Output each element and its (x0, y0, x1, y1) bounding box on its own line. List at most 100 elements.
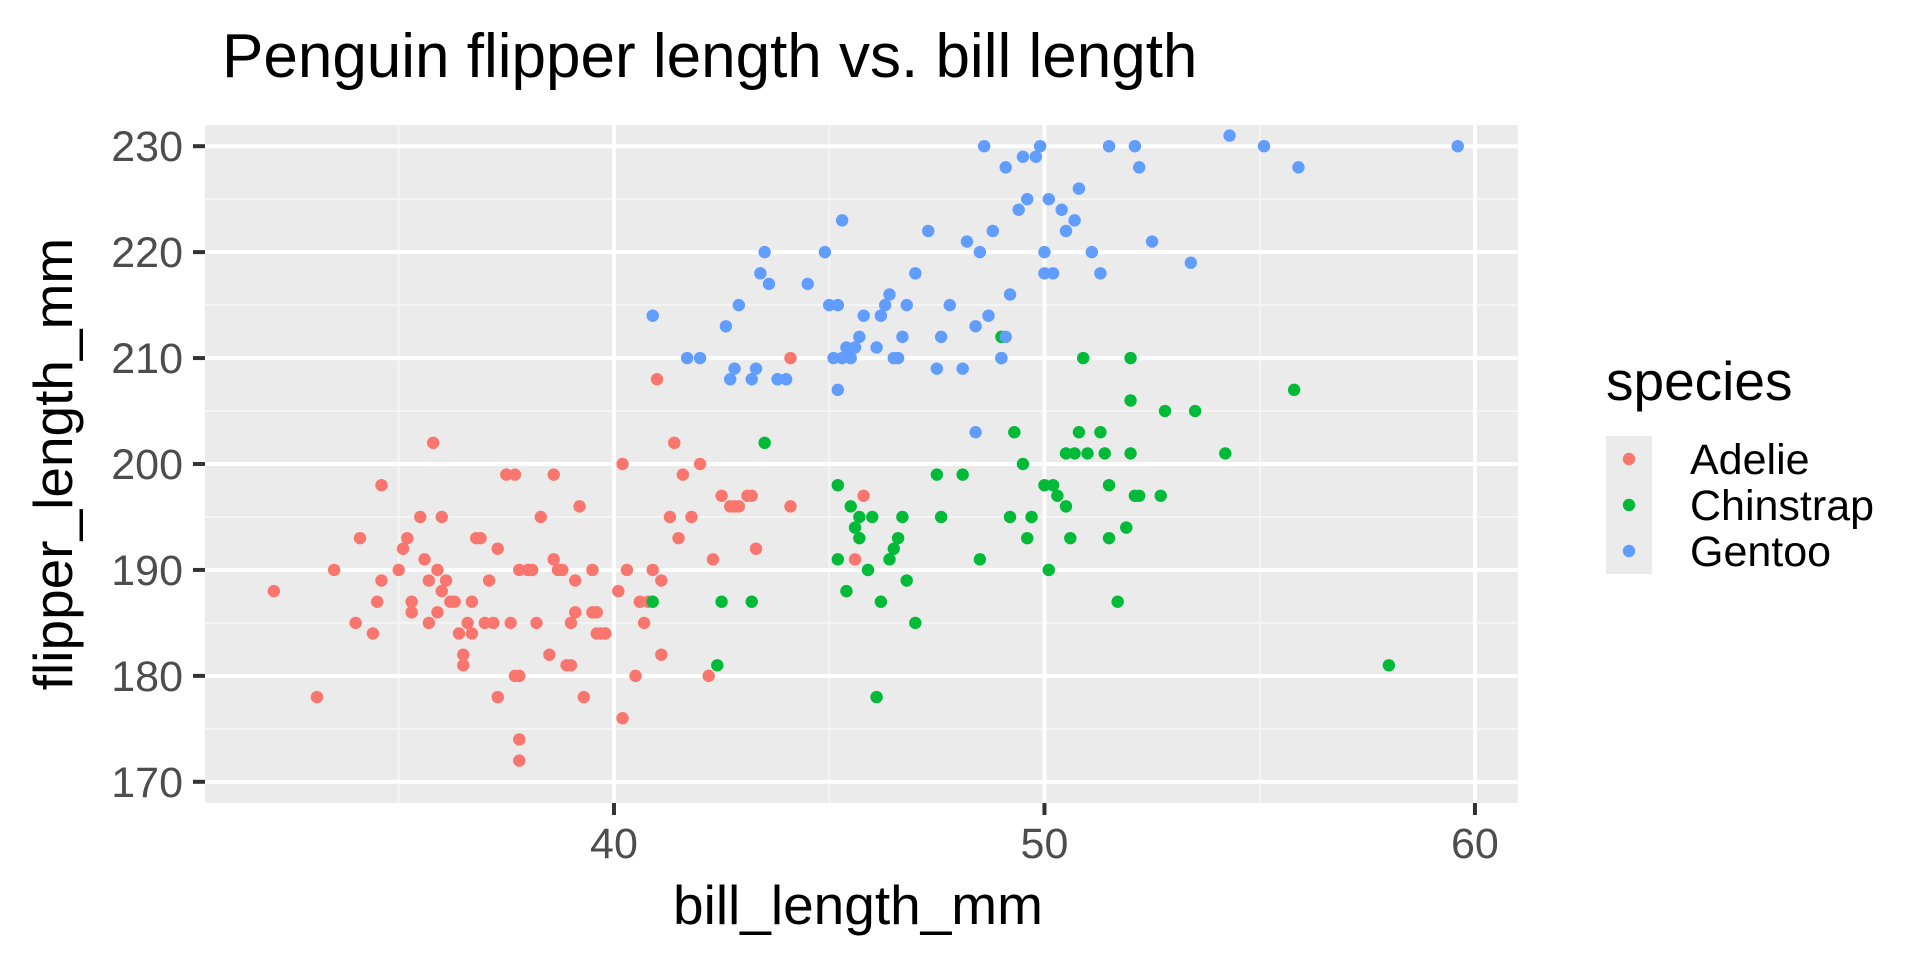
point-gentoo (823, 298, 836, 312)
x-axis: 40 50 60 (590, 803, 1499, 868)
point-adelie (426, 436, 440, 450)
legend-label-chinstrap: Chinstrap (1690, 482, 1874, 530)
point-gentoo (922, 224, 935, 238)
point-gentoo (977, 139, 991, 153)
point-gentoo (969, 426, 982, 439)
point-adelie (366, 627, 380, 640)
point-chinstrap (909, 616, 922, 630)
point-adelie (573, 500, 586, 513)
point-adelie (715, 489, 728, 502)
point-chinstrap (934, 510, 948, 524)
point-adelie (749, 542, 763, 555)
x-tick-label: 40 (590, 820, 638, 868)
point-chinstrap (896, 510, 909, 524)
point-gentoo (835, 351, 849, 365)
legend-title: species (1606, 350, 1792, 412)
point-gentoo (973, 245, 987, 259)
point-adelie (655, 648, 668, 661)
point-gentoo (1128, 139, 1142, 153)
point-adelie (745, 489, 758, 502)
point-chinstrap (1025, 510, 1038, 524)
point-gentoo (754, 267, 767, 280)
point-gentoo (680, 351, 694, 365)
point-chinstrap (1008, 426, 1021, 439)
point-adelie (327, 563, 341, 577)
point-gentoo (831, 383, 845, 397)
point-gentoo (1029, 150, 1043, 163)
point-gentoo (853, 330, 866, 344)
point-chinstrap (831, 553, 845, 566)
point-gentoo (1012, 203, 1025, 216)
point-adelie (375, 478, 388, 492)
point-adelie (267, 584, 281, 598)
point-gentoo (724, 373, 737, 386)
point-gentoo (1132, 161, 1146, 174)
legend-label-gentoo: Gentoo (1690, 528, 1831, 576)
point-adelie (349, 616, 362, 630)
point-adelie (431, 606, 444, 619)
point-chinstrap (1111, 595, 1124, 608)
point-chinstrap (1287, 383, 1301, 397)
point-gentoo (1094, 267, 1107, 280)
point-gentoo (1042, 192, 1055, 206)
point-adelie (685, 510, 698, 524)
point-adelie (504, 616, 517, 630)
point-adelie (375, 574, 388, 587)
point-gentoo (1038, 267, 1051, 280)
point-chinstrap (848, 521, 862, 534)
point-gentoo (909, 267, 922, 280)
point-gentoo (844, 351, 857, 365)
point-chinstrap (1102, 478, 1116, 492)
point-adelie (650, 373, 664, 386)
point-gentoo (771, 373, 784, 386)
point-gentoo (1451, 139, 1464, 153)
point-chinstrap (1158, 404, 1172, 418)
point-chinstrap (866, 510, 879, 524)
point-gentoo (874, 309, 888, 322)
point-adelie (448, 595, 461, 608)
point-adelie (646, 563, 659, 577)
chart-title: Penguin flipper length vs. bill length (222, 22, 1197, 91)
point-chinstrap (900, 574, 913, 587)
point-gentoo (896, 330, 909, 344)
point-chinstrap (646, 595, 659, 608)
point-adelie (857, 489, 870, 502)
point-chinstrap (844, 500, 857, 513)
point-adelie (487, 616, 500, 630)
point-gentoo (1292, 161, 1305, 174)
point-gentoo (1038, 245, 1051, 259)
point-gentoo (982, 309, 995, 322)
point-gentoo (999, 330, 1012, 344)
point-gentoo (818, 245, 832, 259)
point-adelie (513, 733, 526, 746)
point-adelie (534, 510, 547, 524)
point-chinstrap (1382, 659, 1396, 672)
point-chinstrap (1046, 478, 1060, 492)
point-adelie (569, 574, 582, 587)
point-adelie (513, 669, 526, 683)
x-tick-label: 50 (1021, 820, 1069, 868)
point-adelie (784, 500, 797, 513)
point-adelie (310, 690, 324, 704)
point-gentoo (1016, 150, 1030, 163)
point-gentoo (732, 298, 746, 312)
point-gentoo (1223, 129, 1236, 142)
point-gentoo (883, 288, 896, 301)
point-chinstrap (1072, 426, 1086, 439)
point-chinstrap (870, 690, 883, 704)
point-adelie (547, 553, 560, 566)
point-gentoo (900, 298, 913, 312)
x-axis-title: bill_length_mm (673, 874, 1043, 936)
point-adelie (465, 595, 479, 608)
point-chinstrap (1124, 394, 1137, 407)
point-adelie (616, 712, 629, 725)
y-tick-label: 180 (111, 653, 183, 701)
point-adelie (439, 574, 453, 587)
point-adelie (706, 553, 720, 566)
point-adelie (629, 669, 642, 683)
y-tick-label: 200 (111, 441, 183, 489)
point-adelie (513, 754, 526, 767)
point-adelie (569, 606, 582, 619)
